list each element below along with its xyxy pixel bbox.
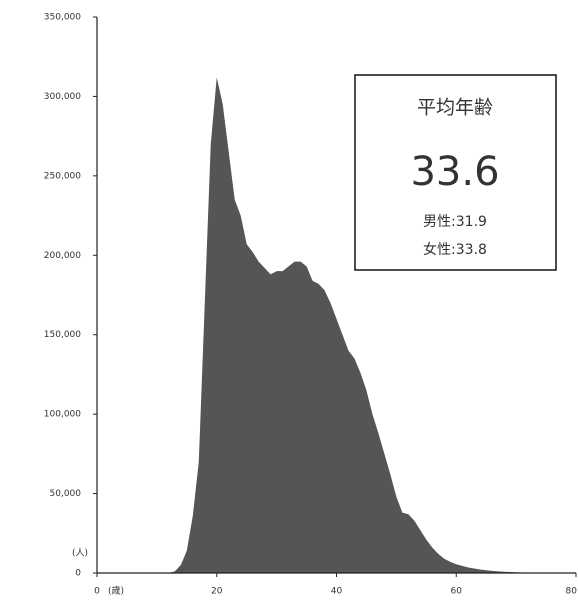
area bbox=[97, 77, 576, 573]
x-tick-label: 60 bbox=[451, 587, 463, 597]
x-unit: (歳) bbox=[108, 585, 124, 597]
y-tick-label: 100,000 bbox=[44, 410, 81, 420]
annotation-title: 平均年齢 bbox=[417, 97, 493, 119]
y-tick-label: 350,000 bbox=[44, 13, 81, 23]
x-tick-label: 20 bbox=[211, 587, 223, 597]
annotation-male: 男性:31.9 bbox=[423, 214, 487, 230]
y-tick-label: 300,000 bbox=[44, 92, 81, 102]
y-unit: (人) bbox=[72, 548, 88, 559]
y-tick-label: 50,000 bbox=[50, 489, 82, 499]
y-tick-label: 200,000 bbox=[44, 251, 81, 261]
x-tick-label: 40 bbox=[331, 587, 343, 597]
annotation-female: 女性:33.8 bbox=[423, 241, 487, 258]
y-tick-label: 150,000 bbox=[44, 330, 81, 340]
y-tick-label: 250,000 bbox=[44, 171, 81, 181]
x-tick-label: 0 bbox=[94, 587, 100, 597]
x-tick-label: 80 bbox=[566, 587, 578, 597]
annotation-value: 33.6 bbox=[410, 149, 499, 195]
annotation-box bbox=[354, 74, 557, 271]
y-tick-label: 0 bbox=[75, 569, 81, 579]
